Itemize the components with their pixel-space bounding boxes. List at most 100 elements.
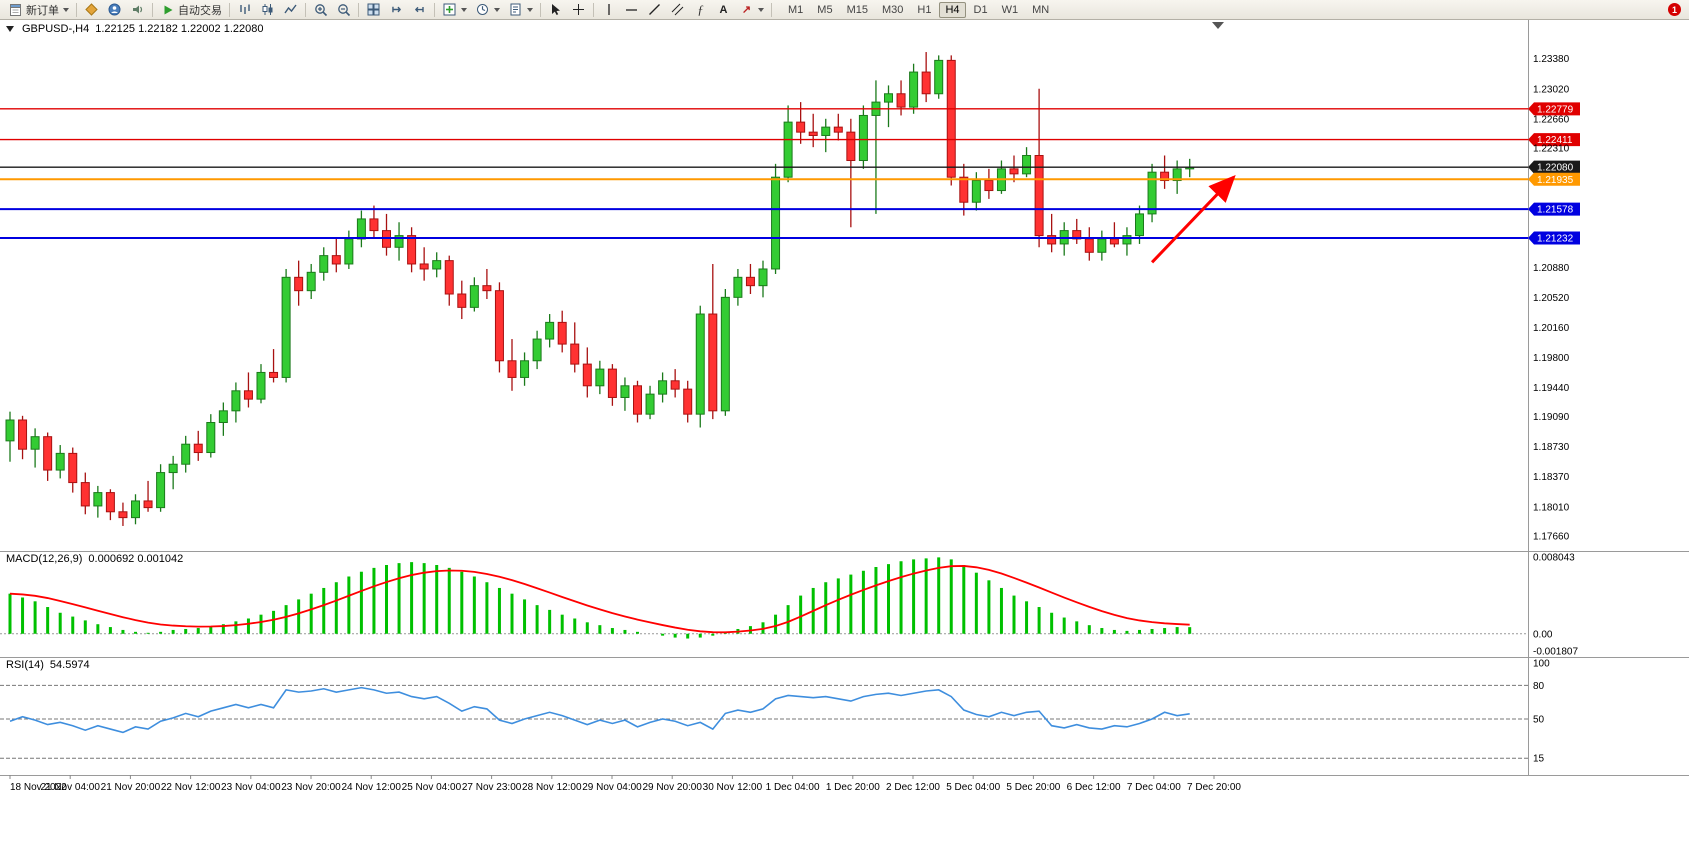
new-order-label: 新订单 — [26, 4, 59, 17]
play-icon — [160, 2, 175, 17]
bar-chart-icon — [237, 2, 252, 17]
auto-scroll-button[interactable]: ↦ — [385, 0, 408, 20]
fibonacci-tool-button[interactable]: ƒ — [689, 0, 712, 20]
community-button[interactable] — [103, 0, 126, 20]
channel-tool-button[interactable] — [666, 0, 689, 20]
tile-windows-button[interactable] — [362, 0, 385, 20]
arrows-icon: ↗ — [741, 3, 752, 16]
text-icon: A — [719, 3, 728, 16]
toolbar-separator — [593, 2, 594, 17]
crosshair-icon — [571, 2, 586, 17]
svg-text:25 Nov 04:00: 25 Nov 04:00 — [402, 782, 462, 793]
svg-text:2 Dec 12:00: 2 Dec 12:00 — [886, 782, 940, 793]
svg-text:1.20160: 1.20160 — [1533, 323, 1570, 334]
svg-text:1.21232: 1.21232 — [1537, 233, 1574, 244]
one-click-trading-toggle-icon[interactable] — [6, 26, 14, 32]
svg-text:-0.001807: -0.001807 — [1533, 647, 1578, 658]
zoom-out-button[interactable] — [332, 0, 355, 20]
fibonacci-icon: ƒ — [697, 1, 704, 17]
svg-text:1.22779: 1.22779 — [1537, 104, 1574, 115]
svg-text:5 Dec 20:00: 5 Dec 20:00 — [1006, 782, 1060, 793]
svg-text:6 Dec 12:00: 6 Dec 12:00 — [1067, 782, 1121, 793]
svg-text:1.22310: 1.22310 — [1533, 143, 1570, 154]
periods-button[interactable] — [471, 0, 504, 20]
timeframe-button-h4[interactable]: H4 — [939, 1, 966, 18]
candlestick-chart-button[interactable] — [256, 0, 279, 20]
svg-text:1.21578: 1.21578 — [1537, 205, 1574, 216]
timeframe-button-d1[interactable]: D1 — [973, 3, 988, 16]
svg-text:1.19090: 1.19090 — [1533, 412, 1570, 423]
templates-button[interactable] — [504, 0, 537, 20]
price-axis[interactable]: 1.23380 1.23020 1.22660 1.22310 1.20880 1.205… — [1533, 54, 1570, 542]
chart-shift-marker[interactable] — [1212, 22, 1224, 29]
svg-text:1.23380: 1.23380 — [1533, 54, 1570, 65]
svg-text:50: 50 — [1533, 715, 1545, 726]
tile-windows-icon — [366, 2, 381, 17]
svg-text:18 Nov 2022: 18 Nov 2022 — [10, 782, 67, 793]
timeframe-button-mn[interactable]: MN — [1032, 3, 1050, 16]
macd-indicator-values: 0.000692 0.001042 — [88, 553, 184, 565]
svg-text:15: 15 — [1533, 754, 1545, 765]
line-chart-button[interactable] — [279, 0, 302, 20]
timeframe-button-w1[interactable]: W1 — [1001, 3, 1019, 16]
timeframe-button-m15[interactable]: M15 — [846, 3, 868, 16]
svg-text:0.008043: 0.008043 — [1533, 553, 1575, 564]
svg-text:1.20880: 1.20880 — [1533, 263, 1570, 274]
zoom-in-button[interactable] — [309, 0, 332, 20]
timeframe-button-m5[interactable]: M5 — [817, 3, 833, 16]
vertical-line-tool-button[interactable] — [597, 0, 620, 20]
chart-shift-button[interactable]: ↤ — [408, 0, 431, 20]
bar-chart-button[interactable] — [233, 0, 256, 20]
horizontal-line-tool-button[interactable] — [620, 0, 643, 20]
cursor-icon — [548, 2, 563, 17]
sounds-button[interactable] — [126, 0, 149, 20]
svg-text:1.22660: 1.22660 — [1533, 114, 1570, 125]
mql5-button[interactable] — [80, 0, 103, 20]
toolbar-separator — [540, 2, 541, 17]
timeframe-button-m30[interactable]: M30 — [881, 3, 904, 16]
autotrading-label: 自动交易 — [178, 4, 222, 17]
svg-text:23 Nov 04:00: 23 Nov 04:00 — [221, 782, 281, 793]
zoom-in-icon — [313, 2, 328, 17]
indicators-button[interactable] — [438, 0, 471, 20]
chart-title-bar: GBPUSD-,H4 1.22125 1.22182 1.22002 1.220… — [6, 23, 263, 35]
channel-icon — [670, 2, 685, 17]
timeframe-button-h1[interactable]: H1 — [917, 3, 932, 16]
rsi-panel: 100 80 50 15 — [0, 659, 1550, 765]
svg-text:29 Nov 04:00: 29 Nov 04:00 — [582, 782, 642, 793]
toolbar-separator — [76, 2, 77, 17]
arrows-tool-button[interactable]: ↗ — [735, 0, 768, 20]
svg-text:28 Nov 12:00: 28 Nov 12:00 — [522, 782, 582, 793]
crosshair-tool-button[interactable] — [567, 0, 590, 20]
cursor-tool-button[interactable] — [544, 0, 567, 20]
svg-text:1.22080: 1.22080 — [1537, 163, 1574, 174]
toolbar-separator — [229, 2, 230, 17]
arrow-object[interactable] — [1150, 175, 1236, 264]
trendline-tool-button[interactable] — [643, 0, 666, 20]
timeframe-button-m1[interactable]: M1 — [788, 3, 804, 16]
chevron-down-icon — [63, 7, 69, 12]
autotrading-button[interactable]: 自动交易 — [156, 0, 226, 20]
macd-indicator-label: MACD(12,26,9) — [6, 553, 83, 565]
vertical-line-icon — [601, 2, 616, 17]
rsi-label-bar: RSI(14) 54.5974 — [6, 659, 90, 671]
notification-badge[interactable]: 1 — [1668, 3, 1681, 16]
svg-text:1 Dec 20:00: 1 Dec 20:00 — [826, 782, 880, 793]
chart-ohlc-values: 1.22125 1.22182 1.22002 1.22080 — [95, 23, 264, 35]
text-tool-button[interactable]: A — [712, 0, 735, 20]
timeframe-group: M1 M5 M15 M30 H1 H4 D1 W1 MN — [781, 1, 1056, 18]
templates-icon — [508, 2, 523, 17]
svg-text:21 Nov 20:00: 21 Nov 20:00 — [101, 782, 161, 793]
svg-text:100: 100 — [1533, 659, 1550, 670]
svg-text:23 Nov 20:00: 23 Nov 20:00 — [281, 782, 341, 793]
svg-text:1.19440: 1.19440 — [1533, 383, 1570, 394]
svg-text:1 Dec 04:00: 1 Dec 04:00 — [766, 782, 820, 793]
svg-text:1.17660: 1.17660 — [1533, 531, 1570, 542]
mql5-icon — [84, 2, 99, 17]
panel-separators — [0, 20, 1689, 776]
svg-text:1.23020: 1.23020 — [1533, 84, 1570, 95]
new-order-button[interactable]: 新订单 — [4, 0, 73, 20]
